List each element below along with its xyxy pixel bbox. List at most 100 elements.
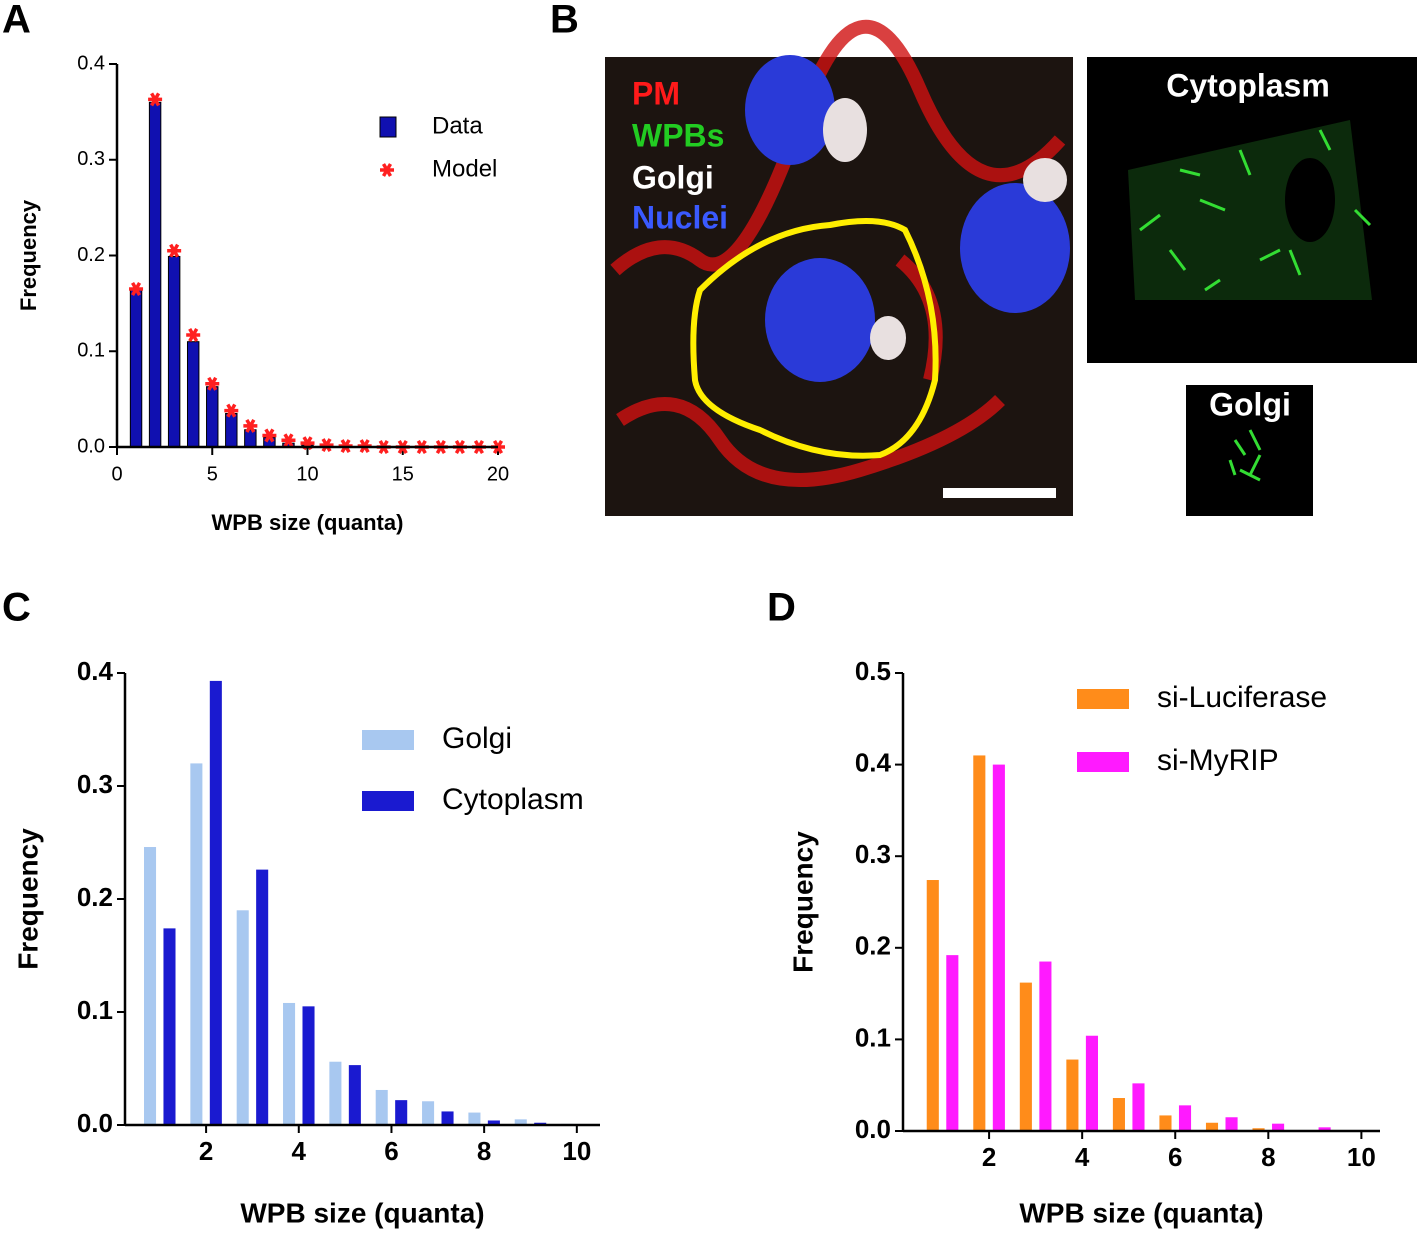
bar <box>190 763 203 1125</box>
nucleus <box>745 55 835 165</box>
wpb-signal <box>1139 129 1372 292</box>
bar <box>441 1111 454 1125</box>
bar <box>1019 982 1032 1131</box>
bar <box>186 341 200 448</box>
x-tick-label: 15 <box>392 463 414 485</box>
inset-label: Golgi <box>1209 386 1291 422</box>
scale-bar <box>943 488 1056 498</box>
y-tick-label: 0.3 <box>77 148 105 170</box>
bar <box>348 1065 361 1125</box>
bar <box>256 869 269 1125</box>
y-tick-label: 0.4 <box>77 52 105 74</box>
x-tick-label: 2 <box>199 1136 213 1166</box>
x-tick-label: 8 <box>477 1136 491 1166</box>
inset-label: Cytoplasm <box>1166 67 1330 103</box>
panel-letter: C <box>2 586 31 630</box>
golgi-signal <box>1023 158 1067 202</box>
star-marker <box>148 92 163 107</box>
x-axis-label: WPB size (quanta) <box>1019 1197 1263 1228</box>
x-tick-label: 6 <box>1168 1142 1182 1172</box>
bar <box>1178 1105 1192 1131</box>
x-tick-label: 0 <box>111 463 122 485</box>
y-axis-label: Frequency <box>16 199 41 311</box>
y-tick-label: 0.0 <box>77 435 105 457</box>
y-tick-label: 0.3 <box>77 769 113 799</box>
x-tick-label: 10 <box>1347 1142 1376 1172</box>
bar <box>487 1120 500 1125</box>
legend-label: Cytoplasm <box>442 783 584 816</box>
bar <box>1159 1115 1172 1131</box>
x-tick-label: 10 <box>296 463 318 485</box>
bar <box>302 1006 315 1125</box>
bar <box>1132 1083 1145 1131</box>
y-tick-label: 0.4 <box>855 747 892 777</box>
nucleus-hole <box>1285 158 1335 242</box>
legend-swatch <box>362 730 414 750</box>
nucleus <box>960 183 1070 313</box>
x-tick-label: 2 <box>982 1142 996 1172</box>
x-tick-label: 20 <box>487 463 509 485</box>
legend-swatch <box>380 163 394 177</box>
legend-label: si-MyRIP <box>1157 744 1279 777</box>
bar <box>375 1089 388 1125</box>
bar <box>1252 1128 1265 1131</box>
bar <box>1225 1117 1238 1131</box>
bar <box>1112 1098 1125 1131</box>
bar <box>129 289 143 448</box>
bar <box>206 386 219 448</box>
bar <box>209 680 222 1125</box>
legend-label: Golgi <box>442 722 512 755</box>
golgi-signal <box>823 98 867 162</box>
star-marker <box>205 376 220 391</box>
x-tick-label: 6 <box>384 1136 398 1166</box>
channel-label: WPBs <box>632 117 724 153</box>
golgi-signal <box>870 316 906 360</box>
y-tick-label: 0.1 <box>77 340 105 362</box>
y-tick-label: 0.1 <box>77 995 113 1025</box>
panel-letter: B <box>550 0 579 42</box>
star-marker <box>186 328 201 342</box>
x-axis-label: WPB size (quanta) <box>240 1197 484 1228</box>
y-axis-label: Frequency <box>787 831 818 973</box>
wpb-signal <box>1228 429 1262 482</box>
y-tick-label: 0.2 <box>855 931 891 961</box>
panel-letter: A <box>2 0 31 42</box>
bar <box>946 955 959 1131</box>
bar <box>1318 1127 1331 1131</box>
bar <box>514 1119 527 1125</box>
y-tick-label: 0.0 <box>77 1108 113 1138</box>
legend-swatch <box>379 116 397 138</box>
image-panel: B PM WPBs Golgi Nuclei Cytoplasm Golgi <box>550 0 1417 516</box>
bar <box>244 429 257 448</box>
bar <box>926 880 939 1131</box>
star-marker <box>281 433 296 448</box>
nucleus <box>765 258 875 382</box>
y-tick-label: 0.3 <box>855 839 891 869</box>
x-tick-label: 8 <box>1261 1142 1275 1172</box>
channel-label: Golgi <box>632 159 714 195</box>
y-tick-label: 0.4 <box>77 656 114 686</box>
bar <box>1039 961 1052 1131</box>
bar <box>422 1101 435 1125</box>
star-marker <box>262 428 277 443</box>
y-tick-label: 0.1 <box>855 1022 891 1052</box>
bar <box>329 1061 342 1125</box>
y-tick-label: 0.5 <box>855 656 891 686</box>
y-tick-label: 0.2 <box>77 882 113 912</box>
x-tick-label: 10 <box>562 1136 591 1166</box>
bar <box>283 1002 296 1125</box>
bar <box>973 755 986 1131</box>
bar <box>1272 1123 1285 1131</box>
star-marker <box>129 282 144 296</box>
x-tick-label: 4 <box>1075 1142 1090 1172</box>
bar <box>468 1112 481 1125</box>
bar <box>144 847 157 1125</box>
bar <box>1205 1122 1219 1131</box>
bar <box>1085 1035 1098 1131</box>
y-tick-label: 0.2 <box>77 244 105 266</box>
star-marker <box>243 418 258 433</box>
bar <box>992 764 1005 1131</box>
channel-label: Nuclei <box>632 199 728 235</box>
channel-label: PM <box>632 75 680 111</box>
bar <box>163 928 176 1125</box>
